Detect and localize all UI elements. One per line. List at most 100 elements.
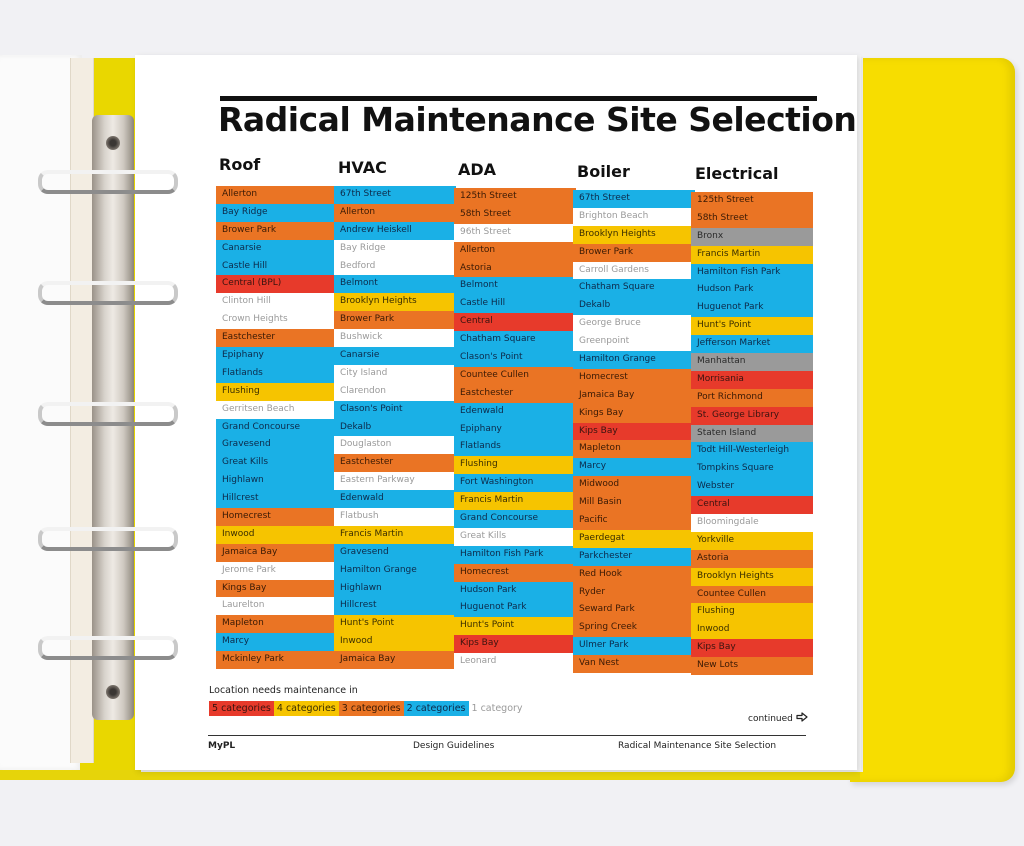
site-cell: Francis Martin	[334, 525, 456, 544]
site-cell: St. George Library	[691, 406, 813, 425]
site-cell: 58th Street	[691, 209, 813, 228]
site-cell: Edenwald	[334, 490, 456, 509]
site-cell: Flatbush	[334, 508, 456, 526]
site-cell: Hunt's Point	[691, 317, 813, 336]
site-cell: Homecrest	[454, 563, 576, 582]
site-cell: Bay Ridge	[216, 203, 338, 222]
site-cell: City Island	[334, 364, 456, 383]
site-cell: Bedford	[334, 257, 456, 276]
title-rule	[220, 96, 817, 101]
site-cell: Clason's Point	[454, 349, 576, 367]
site-cell: Francis Martin	[691, 245, 813, 264]
site-cell: Brooklyn Heights	[573, 225, 695, 244]
site-cell: Mckinley Park	[216, 651, 338, 670]
site-cell: Hamilton Grange	[334, 561, 456, 580]
site-cell: Belmont	[334, 275, 456, 294]
legend-item-1: 1 category	[468, 701, 526, 716]
ring-mechanism	[92, 115, 134, 720]
site-cell: Mapleton	[573, 440, 695, 459]
site-cell: Jefferson Market	[691, 335, 813, 354]
footer-right: Radical Maintenance Site Selection	[618, 741, 777, 751]
site-cell: Brower Park	[334, 311, 456, 330]
site-cell: Brooklyn Heights	[334, 293, 456, 312]
site-cell: Central (BPL)	[216, 275, 338, 294]
continued-link[interactable]: continued	[748, 712, 808, 725]
site-cell: Inwood	[691, 621, 813, 640]
site-cell: Castle Hill	[454, 295, 576, 314]
binder-ring	[38, 281, 178, 305]
site-cell: Flushing	[216, 382, 338, 401]
site-cell: Ulmer Park	[573, 637, 695, 656]
site-cell: Edenwald	[454, 402, 576, 421]
site-cell: Brighton Beach	[573, 207, 695, 226]
site-cell: Countee Cullen	[691, 585, 813, 604]
site-cell: Douglaston	[334, 436, 456, 455]
binder-ring	[38, 170, 178, 194]
rivet-icon	[106, 136, 120, 150]
arrow-right-outline-icon	[796, 712, 808, 725]
column-ada: 125th Street 58th Street 96th Street Allert…	[454, 188, 576, 672]
footer-rule	[208, 735, 806, 736]
site-cell: Manhattan	[691, 353, 813, 371]
rivet-icon	[106, 685, 120, 699]
site-cell: Spring Creek	[573, 619, 695, 638]
site-cell: Brower Park	[573, 243, 695, 262]
site-cell: Homecrest	[216, 508, 338, 526]
site-cell: Kips Bay	[454, 635, 576, 654]
site-cell: Central	[691, 496, 813, 515]
site-cell: Hudson Park	[691, 281, 813, 300]
legend-item-3: 3 categories	[338, 701, 404, 716]
site-cell: Dekalb	[334, 418, 456, 437]
left-page-edge	[70, 58, 94, 763]
site-cell: Parkchester	[573, 547, 695, 566]
column-header-roof: Roof	[219, 155, 261, 174]
legend-label: Location needs maintenance in	[209, 685, 358, 696]
site-cell: Staten Island	[691, 424, 813, 443]
site-cell: 125th Street	[691, 192, 813, 210]
binder-ring	[38, 402, 178, 426]
site-cell: 67th Street	[573, 190, 695, 208]
site-cell: Kings Bay	[216, 579, 338, 598]
site-cell: George Bruce	[573, 315, 695, 334]
site-cell: Greenpoint	[573, 333, 695, 352]
site-cell: Countee Cullen	[454, 366, 576, 385]
site-cell: Hudson Park	[454, 581, 576, 600]
site-cell: 58th Street	[454, 205, 576, 224]
site-cell: Grand Concourse	[454, 510, 576, 528]
site-cell: Brower Park	[216, 221, 338, 240]
column-header-electrical: Electrical	[695, 164, 779, 183]
site-cell: Kips Bay	[691, 639, 813, 658]
site-cell: Kips Bay	[573, 422, 695, 441]
site-cell: Flatlands	[216, 364, 338, 383]
site-cell: Dekalb	[573, 297, 695, 316]
site-cell: Chatham Square	[454, 331, 576, 350]
site-cell: Bay Ridge	[334, 239, 456, 258]
site-cell: Homecrest	[573, 368, 695, 387]
site-cell: Bronx	[691, 227, 813, 246]
site-cell: Hamilton Fish Park	[454, 545, 576, 564]
column-hvac: 67th Street Allerton Andrew Heiskell Bay Ri…	[334, 186, 456, 670]
site-cell: Highlawn	[334, 579, 456, 598]
site-cell: Kings Bay	[573, 404, 695, 423]
site-cell: Astoria	[691, 549, 813, 568]
site-cell: Flatlands	[454, 438, 576, 457]
column-roof: Allerton Bay Ridge Brower Park Canarsie Cast…	[216, 186, 338, 670]
site-cell: Eastchester	[454, 384, 576, 403]
site-cell: Ryder	[573, 583, 695, 602]
binder-cover	[850, 58, 1015, 782]
site-cell: Belmont	[454, 277, 576, 296]
site-cell: Epiphany	[216, 347, 338, 365]
site-cell: Hunt's Point	[454, 617, 576, 636]
site-cell: Canarsie	[334, 347, 456, 365]
binder-ring	[38, 636, 178, 660]
site-cell: Canarsie	[216, 239, 338, 258]
site-cell: Yorkville	[691, 531, 813, 550]
site-cell: Clason's Point	[334, 400, 456, 419]
site-cell: Flushing	[691, 603, 813, 622]
site-cell: Huguenot Park	[454, 599, 576, 618]
site-cell: Allerton	[454, 241, 576, 260]
site-cell: Inwood	[216, 525, 338, 544]
site-cell: Flushing	[454, 456, 576, 475]
site-cell: Castle Hill	[216, 257, 338, 276]
site-cell: Allerton	[334, 203, 456, 222]
